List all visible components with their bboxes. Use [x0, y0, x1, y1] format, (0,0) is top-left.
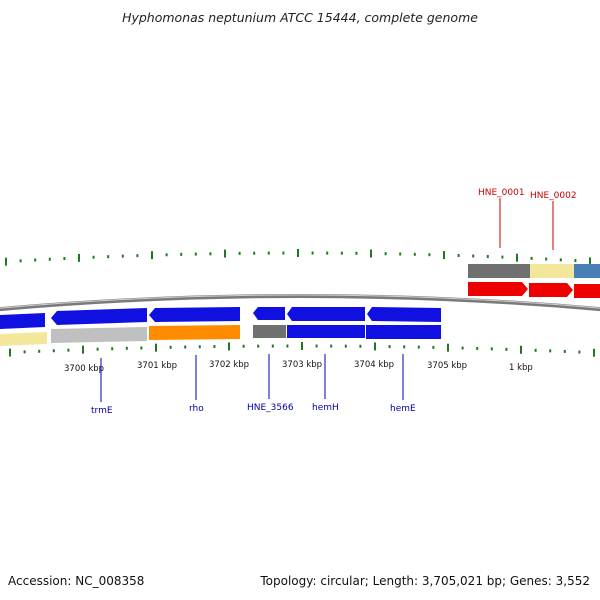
- feature-gray-forward: [468, 264, 530, 278]
- feature-cds-hemH: [287, 307, 365, 321]
- accession-label: Accession: NC_008358: [8, 574, 145, 588]
- gene-label-hne0001: HNE_0001: [478, 188, 525, 198]
- feature-cds-hne0001: [468, 282, 528, 296]
- feature-cds-rho: [149, 307, 240, 322]
- feature-orange: [149, 325, 240, 340]
- scale-label: 1 kbp: [509, 363, 533, 373]
- feature-cds-hne0002: [529, 283, 573, 297]
- gene-label-trmE: trmE: [91, 406, 113, 416]
- gene-label-rho: rho: [189, 404, 204, 414]
- gene-label-hne0002: HNE_0002: [530, 191, 577, 201]
- feature-cds-hne3566: [253, 307, 285, 320]
- feature-cds-left-edge: [0, 313, 45, 329]
- feature-rna-forward: [530, 264, 574, 278]
- gene-label-hne3566: HNE_3566: [247, 403, 294, 413]
- forward-strand-features: [468, 264, 600, 298]
- scale-labels: 3700 kbp 3701 kbp 3702 kbp 3703 kbp 3704…: [64, 360, 533, 374]
- forward-gene-labels: HNE_0001 HNE_0002: [478, 188, 577, 250]
- scale-label: 3704 kbp: [354, 360, 394, 370]
- outer-tick-marks: [5, 249, 591, 266]
- reverse-gene-labels: trmE rho HNE_3566 hemH hemE: [91, 354, 416, 416]
- feature-lightgray: [51, 327, 147, 343]
- inner-tick-marks: [9, 342, 595, 357]
- genome-backbone: [0, 294, 600, 312]
- feature-cds-forward-3: [574, 284, 600, 298]
- scale-label: 3702 kbp: [209, 360, 249, 370]
- feature-cds-hemE: [367, 307, 441, 322]
- feature-cds-trmE: [51, 308, 147, 325]
- feature-rna-left: [0, 332, 47, 346]
- feature-gray-reverse: [253, 325, 286, 338]
- scale-label: 3700 kbp: [64, 364, 104, 374]
- scale-label: 3705 kbp: [427, 361, 467, 371]
- topology-summary: Topology: circular; Length: 3,705,021 bp…: [260, 574, 590, 588]
- feature-cds-hemH-lower: [287, 325, 365, 338]
- genome-backbone-highlight: [0, 294, 600, 309]
- gene-label-hemH: hemH: [312, 403, 339, 413]
- gene-label-hemE: hemE: [390, 404, 416, 414]
- reverse-strand-features: [0, 307, 441, 346]
- genome-map-title: Hyphomonas neptunium ATCC 15444, complet…: [122, 10, 478, 25]
- feature-steelblue-forward: [574, 264, 600, 278]
- scale-label: 3701 kbp: [137, 361, 177, 371]
- feature-cds-hemE-lower: [366, 325, 441, 339]
- scale-label: 3703 kbp: [282, 360, 322, 370]
